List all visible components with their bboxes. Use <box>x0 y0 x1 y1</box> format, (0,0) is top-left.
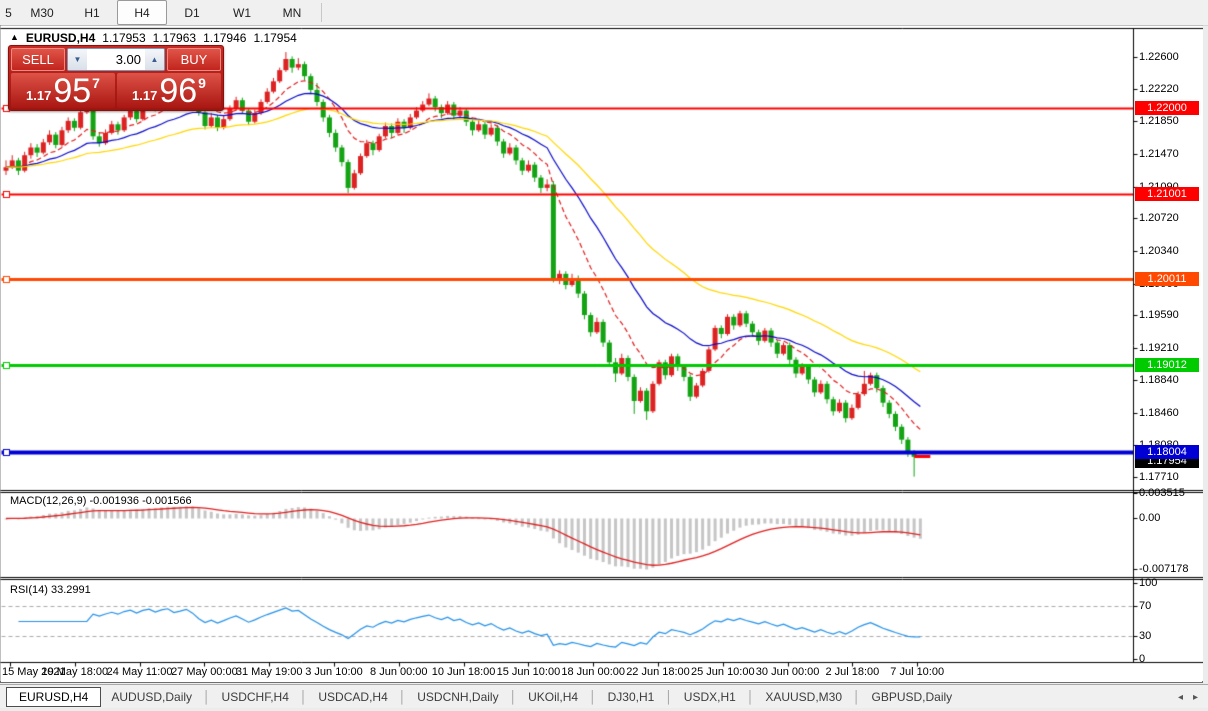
price-axis-tick: 1.17710 <box>1139 470 1179 483</box>
chart-tab-UKOil-H4[interactable]: UKOil,H4 <box>528 690 579 704</box>
time-axis-label: 25 Jun 10:00 <box>690 666 755 678</box>
chart-tab-EURUSD-H4[interactable]: EURUSD,H4 <box>6 687 102 707</box>
time-axis-label: 3 Jun 10:00 <box>305 666 363 678</box>
tab-separator: │ <box>509 690 518 704</box>
hline-price-tag: 1.22000 <box>1135 101 1199 116</box>
timeframe-button-M30[interactable]: M30 <box>30 5 54 20</box>
price-axis-tick: 1.20720 <box>1139 212 1179 225</box>
time-axis-label: 15 Jun 10:00 <box>496 666 561 678</box>
price-axis-tick: 1.19210 <box>1139 342 1179 355</box>
timeframe-button-5[interactable]: 5 <box>5 5 12 20</box>
chart-symbol-label: EURUSD,H4 <box>25 31 96 45</box>
buy-price-display[interactable]: 1.17 96 9 <box>117 73 221 108</box>
tab-separator: │ <box>203 690 211 704</box>
timeframe-button-W1[interactable]: W1 <box>233 5 251 20</box>
ohlc-low: 1.17946 <box>203 31 247 45</box>
price-axis-tick: 1.19590 <box>1139 309 1179 322</box>
time-axis-label: 19 May 18:00 <box>41 666 109 678</box>
price-axis-tick: 1.18840 <box>1139 373 1179 386</box>
chart-tab-bar: EURUSD,H4 AUDUSD,Daily │ USDCHF,H4 │ USDCAD,H… <box>0 684 1208 709</box>
time-axis-label: 24 May 11:00 <box>106 666 173 678</box>
tab-scroll-right-icon[interactable]: ▸ <box>1192 691 1198 703</box>
hline-price-tag: 1.20011 <box>1135 272 1199 287</box>
sell-price-display[interactable]: 1.17 95 7 <box>11 73 115 108</box>
chart-tab-USDCAD-H4[interactable]: USDCAD,H4 <box>318 690 388 704</box>
macd-indicator-label: MACD(12,26,9) -0.001936 -0.001566 <box>10 495 192 507</box>
chart-tab-USDCNH-Daily[interactable]: USDCNH,Daily <box>417 690 499 704</box>
time-axis-label: 8 Jun 00:00 <box>370 666 428 678</box>
ohlc-high: 1.17963 <box>152 31 197 45</box>
volume-input[interactable] <box>87 49 145 70</box>
time-axis-label: 22 Jun 18:00 <box>626 666 690 678</box>
chart-canvas[interactable] <box>0 25 1203 681</box>
chart-tab-DJ30-H1[interactable]: DJ30,H1 <box>607 690 655 704</box>
sell-button[interactable]: SELL <box>11 48 65 71</box>
price-axis-tick: 1.21850 <box>1139 115 1179 128</box>
hline-price-tag: 1.18004 <box>1135 444 1199 459</box>
collapse-quotes-icon[interactable]: ▲ <box>10 32 19 42</box>
tab-separator: │ <box>665 690 673 704</box>
price-axis-tick: 1.22220 <box>1139 83 1179 96</box>
buy-price-big: 96 <box>159 72 198 110</box>
time-axis-label: 18 Jun 00:00 <box>561 666 625 678</box>
macd-axis-tick: -0.007178 <box>1139 562 1189 575</box>
timeframe-button-MN[interactable]: MN <box>282 5 302 20</box>
chart-tab-GBPUSD-Daily[interactable]: GBPUSD,Daily <box>871 690 953 704</box>
time-axis-label: 30 Jun 00:00 <box>755 666 820 678</box>
ohlc-close: 1.17954 <box>253 31 297 45</box>
chart-tab-USDCHF-H4[interactable]: USDCHF,H4 <box>221 690 289 704</box>
tab-separator: │ <box>853 690 861 704</box>
tab-scroll-left-icon[interactable]: ◂ <box>1177 691 1183 703</box>
time-axis-label: 15 May 2021 <box>2 666 66 678</box>
hline-price-tag: 1.21001 <box>1135 187 1199 202</box>
price-axis-tick: 1.18460 <box>1139 406 1179 419</box>
macd-axis-tick: 0.00 <box>1139 512 1161 524</box>
window-bottom-edge <box>0 708 1208 711</box>
time-axis-label: 27 May 00:00 <box>171 666 238 678</box>
ohlc-open: 1.17953 <box>102 31 146 45</box>
buy-price-prefix: 1.17 <box>132 88 158 103</box>
timeframe-button-D1[interactable]: D1 <box>184 5 200 20</box>
buy-price-sup: 9 <box>198 75 206 91</box>
rsi-indicator-label: RSI(14) 33.2991 <box>10 584 91 596</box>
timeframe-toolbar: 5 M30 H1 H4 D1 W1 MN <box>0 0 1208 26</box>
tab-separator: │ <box>299 690 308 704</box>
rsi-axis-tick: 100 <box>1139 577 1158 589</box>
price-axis-tick: 1.20340 <box>1139 244 1179 257</box>
price-axis-tick: 1.21470 <box>1139 147 1179 160</box>
timeframe-button-H4[interactable]: H4 <box>117 0 167 25</box>
rsi-axis-tick: 70 <box>1139 599 1152 612</box>
volume-group: ▼ ▲ <box>67 48 165 71</box>
time-axis-label: 7 Jul 10:00 <box>890 666 945 678</box>
macd-axis-tick: 0.003515 <box>1139 487 1185 500</box>
toolbar-separator <box>321 3 322 22</box>
one-click-trading-panel: SELL ▼ ▲ BUY 1.17 95 7 1.17 96 9 <box>8 45 224 111</box>
timeframe-button-H1[interactable]: H1 <box>84 5 100 20</box>
hline-price-tag: 1.19012 <box>1135 358 1199 373</box>
tab-scroll-nav: ◂ ▸ <box>1178 692 1208 703</box>
price-axis-tick: 1.22600 <box>1139 50 1179 63</box>
time-axis-label: 2 Jul 18:00 <box>825 666 880 678</box>
rsi-axis-tick: 0 <box>1139 653 1146 665</box>
chart-tab-XAUUSD-M30[interactable]: XAUUSD,M30 <box>765 690 842 704</box>
chart-ohlc-header: ▲ EURUSD,H4 1.17953 1.17963 1.17946 1.17… <box>10 31 297 45</box>
time-axis-label: 10 Jun 18:00 <box>431 666 496 678</box>
volume-decrease-button[interactable]: ▼ <box>68 49 87 70</box>
buy-button[interactable]: BUY <box>167 48 221 71</box>
sell-price-sup: 7 <box>92 75 100 91</box>
time-axis-label: 31 May 19:00 <box>235 666 303 678</box>
chart-tab-USDX-H1[interactable]: USDX,H1 <box>683 690 736 704</box>
tab-separator: │ <box>746 690 755 704</box>
tab-separator: │ <box>589 690 597 704</box>
tab-separator: │ <box>398 690 407 704</box>
sell-price-big: 95 <box>53 72 92 110</box>
sell-price-prefix: 1.17 <box>26 88 52 103</box>
chart-tab-AUDUSD-Daily[interactable]: AUDUSD,Daily <box>111 690 193 704</box>
rsi-axis-tick: 30 <box>1139 630 1152 643</box>
volume-increase-button[interactable]: ▲ <box>145 49 164 70</box>
